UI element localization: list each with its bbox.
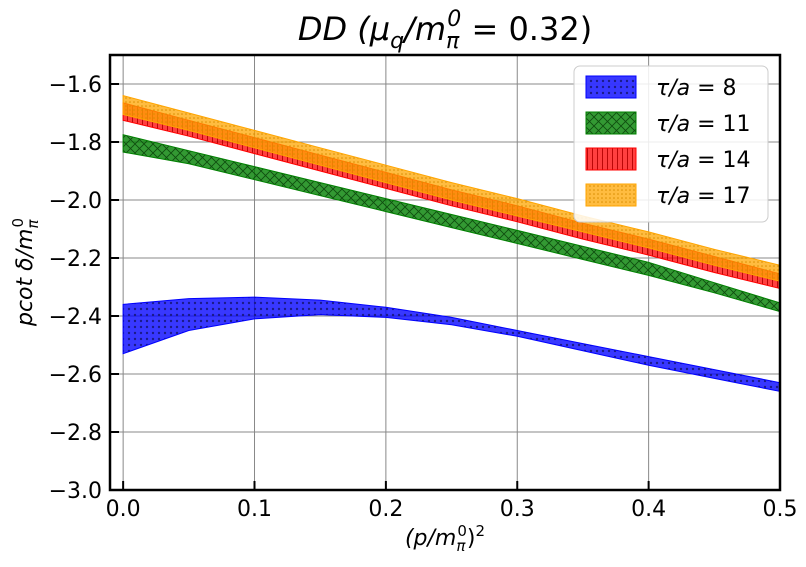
y-axis-label: pcot δ/mπ0: [9, 218, 42, 327]
x-tick-label: 0.3: [500, 497, 535, 522]
y-tick-label: −2.4: [49, 305, 102, 330]
y-tick-label: −2.6: [49, 363, 102, 388]
ticks: 0.0 0.1 0.2 0.3 0.4 0.5 −3.0 −2.8 −2.6 −2.4 −2.2 −2…: [49, 73, 798, 522]
band-series-4: [122, 94, 780, 282]
band-series-2: [122, 134, 780, 313]
legend-box: [573, 65, 769, 223]
x-tick-label: 0.2: [368, 497, 403, 522]
legend-swatch: [585, 147, 637, 171]
chart-title: DD (μq/mπ0 = 0.32): [298, 7, 592, 54]
y-tick-label: −2.0: [49, 189, 102, 214]
legend-swatch: [585, 111, 637, 135]
x-tick-label: 0.5: [763, 497, 798, 522]
legend-label: τ/a = 8: [656, 76, 737, 101]
legend-label: τ/a = 14: [656, 148, 751, 173]
y-tick-label: −2.8: [49, 421, 102, 446]
bands: [122, 94, 780, 392]
x-tick-label: 0.0: [106, 497, 141, 522]
legend-label: τ/a = 11: [656, 112, 751, 137]
legend-label: τ/a = 17: [656, 184, 751, 209]
x-tick-label: 0.1: [237, 497, 272, 522]
legend: τ/a = 8 τ/a = 11 τ/a = 14 τ/a = 17: [573, 65, 769, 223]
legend-swatch: [585, 183, 637, 207]
x-axis-label: (p/mπ0)2: [405, 522, 485, 555]
y-tick-label: −3.0: [49, 479, 102, 504]
y-tick-label: −1.8: [49, 131, 102, 156]
y-tick-label: −1.6: [49, 73, 102, 98]
x-tick-label: 0.4: [631, 497, 666, 522]
legend-swatch: [585, 75, 637, 99]
band-series-1: [122, 296, 780, 392]
y-tick-label: −2.2: [49, 247, 102, 272]
plot-frame: [108, 53, 782, 492]
